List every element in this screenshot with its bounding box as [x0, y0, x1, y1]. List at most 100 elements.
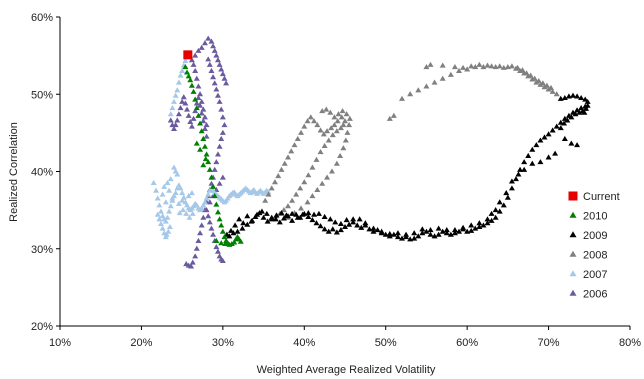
data-point-2007 [177, 185, 184, 191]
data-point-2007 [156, 216, 163, 222]
data-point-2008 [321, 142, 328, 148]
data-point-2008 [468, 63, 475, 69]
data-point-2008 [514, 64, 521, 70]
data-point-2009 [346, 221, 353, 227]
data-point-2009 [439, 228, 446, 234]
data-point-2008 [337, 152, 344, 158]
data-point-2008 [319, 180, 326, 186]
data-point-2008 [289, 197, 296, 203]
data-point-2009 [503, 189, 510, 196]
data-point-2006 [184, 106, 191, 112]
data-point-2009 [394, 234, 401, 240]
data-point-2007 [154, 195, 161, 201]
data-point-2009 [447, 231, 454, 237]
data-point-2008 [331, 121, 338, 128]
data-point-2009 [468, 222, 475, 228]
data-point-2008 [543, 82, 550, 88]
data-point-2006 [192, 67, 199, 74]
series-current [183, 50, 193, 60]
data-point-2008 [262, 197, 269, 203]
data-point-2009 [570, 92, 576, 98]
data-point-2008 [537, 81, 544, 87]
data-point-2009 [568, 114, 575, 120]
data-point-2007 [185, 193, 192, 199]
legend-item-2007: 2007 [569, 269, 607, 281]
legend-marker [568, 191, 578, 201]
data-point-2008 [531, 75, 538, 81]
data-point-2008 [304, 118, 311, 124]
data-point-2009 [313, 220, 320, 226]
y-tick-label: 50% [31, 89, 53, 101]
data-point-2009 [488, 217, 495, 223]
data-point-2009 [337, 227, 344, 233]
data-point-2008 [427, 61, 434, 67]
data-point-2010 [231, 239, 238, 245]
legend-marker [569, 250, 577, 257]
data-point-2007 [188, 189, 195, 196]
data-point-2009 [244, 221, 251, 227]
data-point-2009 [451, 230, 458, 236]
x-tick-label: 80% [619, 337, 641, 349]
data-point-2006 [214, 92, 221, 98]
data-point-2006 [206, 219, 213, 225]
data-point-2007 [159, 225, 166, 231]
data-point-2008 [338, 114, 345, 120]
data-point-2008 [293, 191, 300, 197]
data-point-2007 [198, 205, 205, 211]
x-tick-label: 30% [212, 337, 234, 349]
data-point-2006 [193, 100, 200, 106]
x-axis-title: Weighted Average Realized Volatility [257, 364, 436, 376]
x-tick-label: 10% [49, 337, 71, 349]
data-point-2009 [488, 210, 495, 216]
data-point-2008 [340, 121, 347, 128]
data-point-2008 [278, 166, 285, 172]
data-point-2009 [529, 146, 536, 152]
data-point-2007 [172, 189, 179, 196]
data-point-2009 [240, 220, 247, 226]
x-tick-label: 50% [375, 337, 397, 349]
data-point-2009 [399, 235, 405, 241]
data-point-2009 [456, 228, 462, 234]
data-point-2009 [411, 235, 418, 241]
data-point-2009 [289, 217, 296, 223]
data-point-2009 [370, 228, 377, 234]
data-point-2006 [188, 263, 195, 269]
data-point-2007 [175, 79, 182, 85]
data-point-2009 [521, 159, 528, 165]
data-point-2009 [232, 222, 239, 228]
data-point-2006 [197, 102, 204, 108]
data-point-2010 [201, 143, 208, 149]
data-point-2006 [216, 143, 223, 149]
data-point-2006 [203, 206, 210, 213]
data-point-2006 [219, 257, 226, 264]
data-point-2009 [249, 217, 256, 223]
data-point-2006 [216, 98, 223, 104]
data-point-2006 [203, 121, 210, 128]
data-point-2009 [289, 210, 296, 216]
data-point-2010 [203, 151, 210, 157]
data-point-2010 [202, 155, 209, 162]
data-point-2008 [298, 205, 305, 211]
data-point-2006 [182, 100, 189, 106]
data-point-2008 [324, 128, 331, 134]
data-point-2008 [390, 112, 397, 118]
data-point-2009 [427, 227, 434, 233]
data-point-2006 [197, 91, 204, 97]
data-point-2008 [480, 64, 487, 70]
data-point-2006 [208, 67, 215, 74]
data-point-2006 [200, 214, 207, 220]
data-point-2009 [496, 199, 503, 205]
data-point-2007 [167, 111, 174, 117]
data-point-2009 [578, 94, 585, 101]
data-point-2007 [161, 183, 168, 189]
data-point-2006 [174, 117, 181, 123]
data-point-2008 [460, 64, 467, 70]
data-point-2009 [278, 210, 285, 216]
data-point-2009 [561, 120, 568, 126]
legend-marker [569, 211, 577, 218]
data-point-2009 [564, 117, 571, 123]
data-point-2008 [291, 142, 298, 148]
data-point-2009 [258, 208, 265, 214]
data-point-2009 [350, 219, 357, 225]
data-point-2006 [213, 86, 220, 92]
